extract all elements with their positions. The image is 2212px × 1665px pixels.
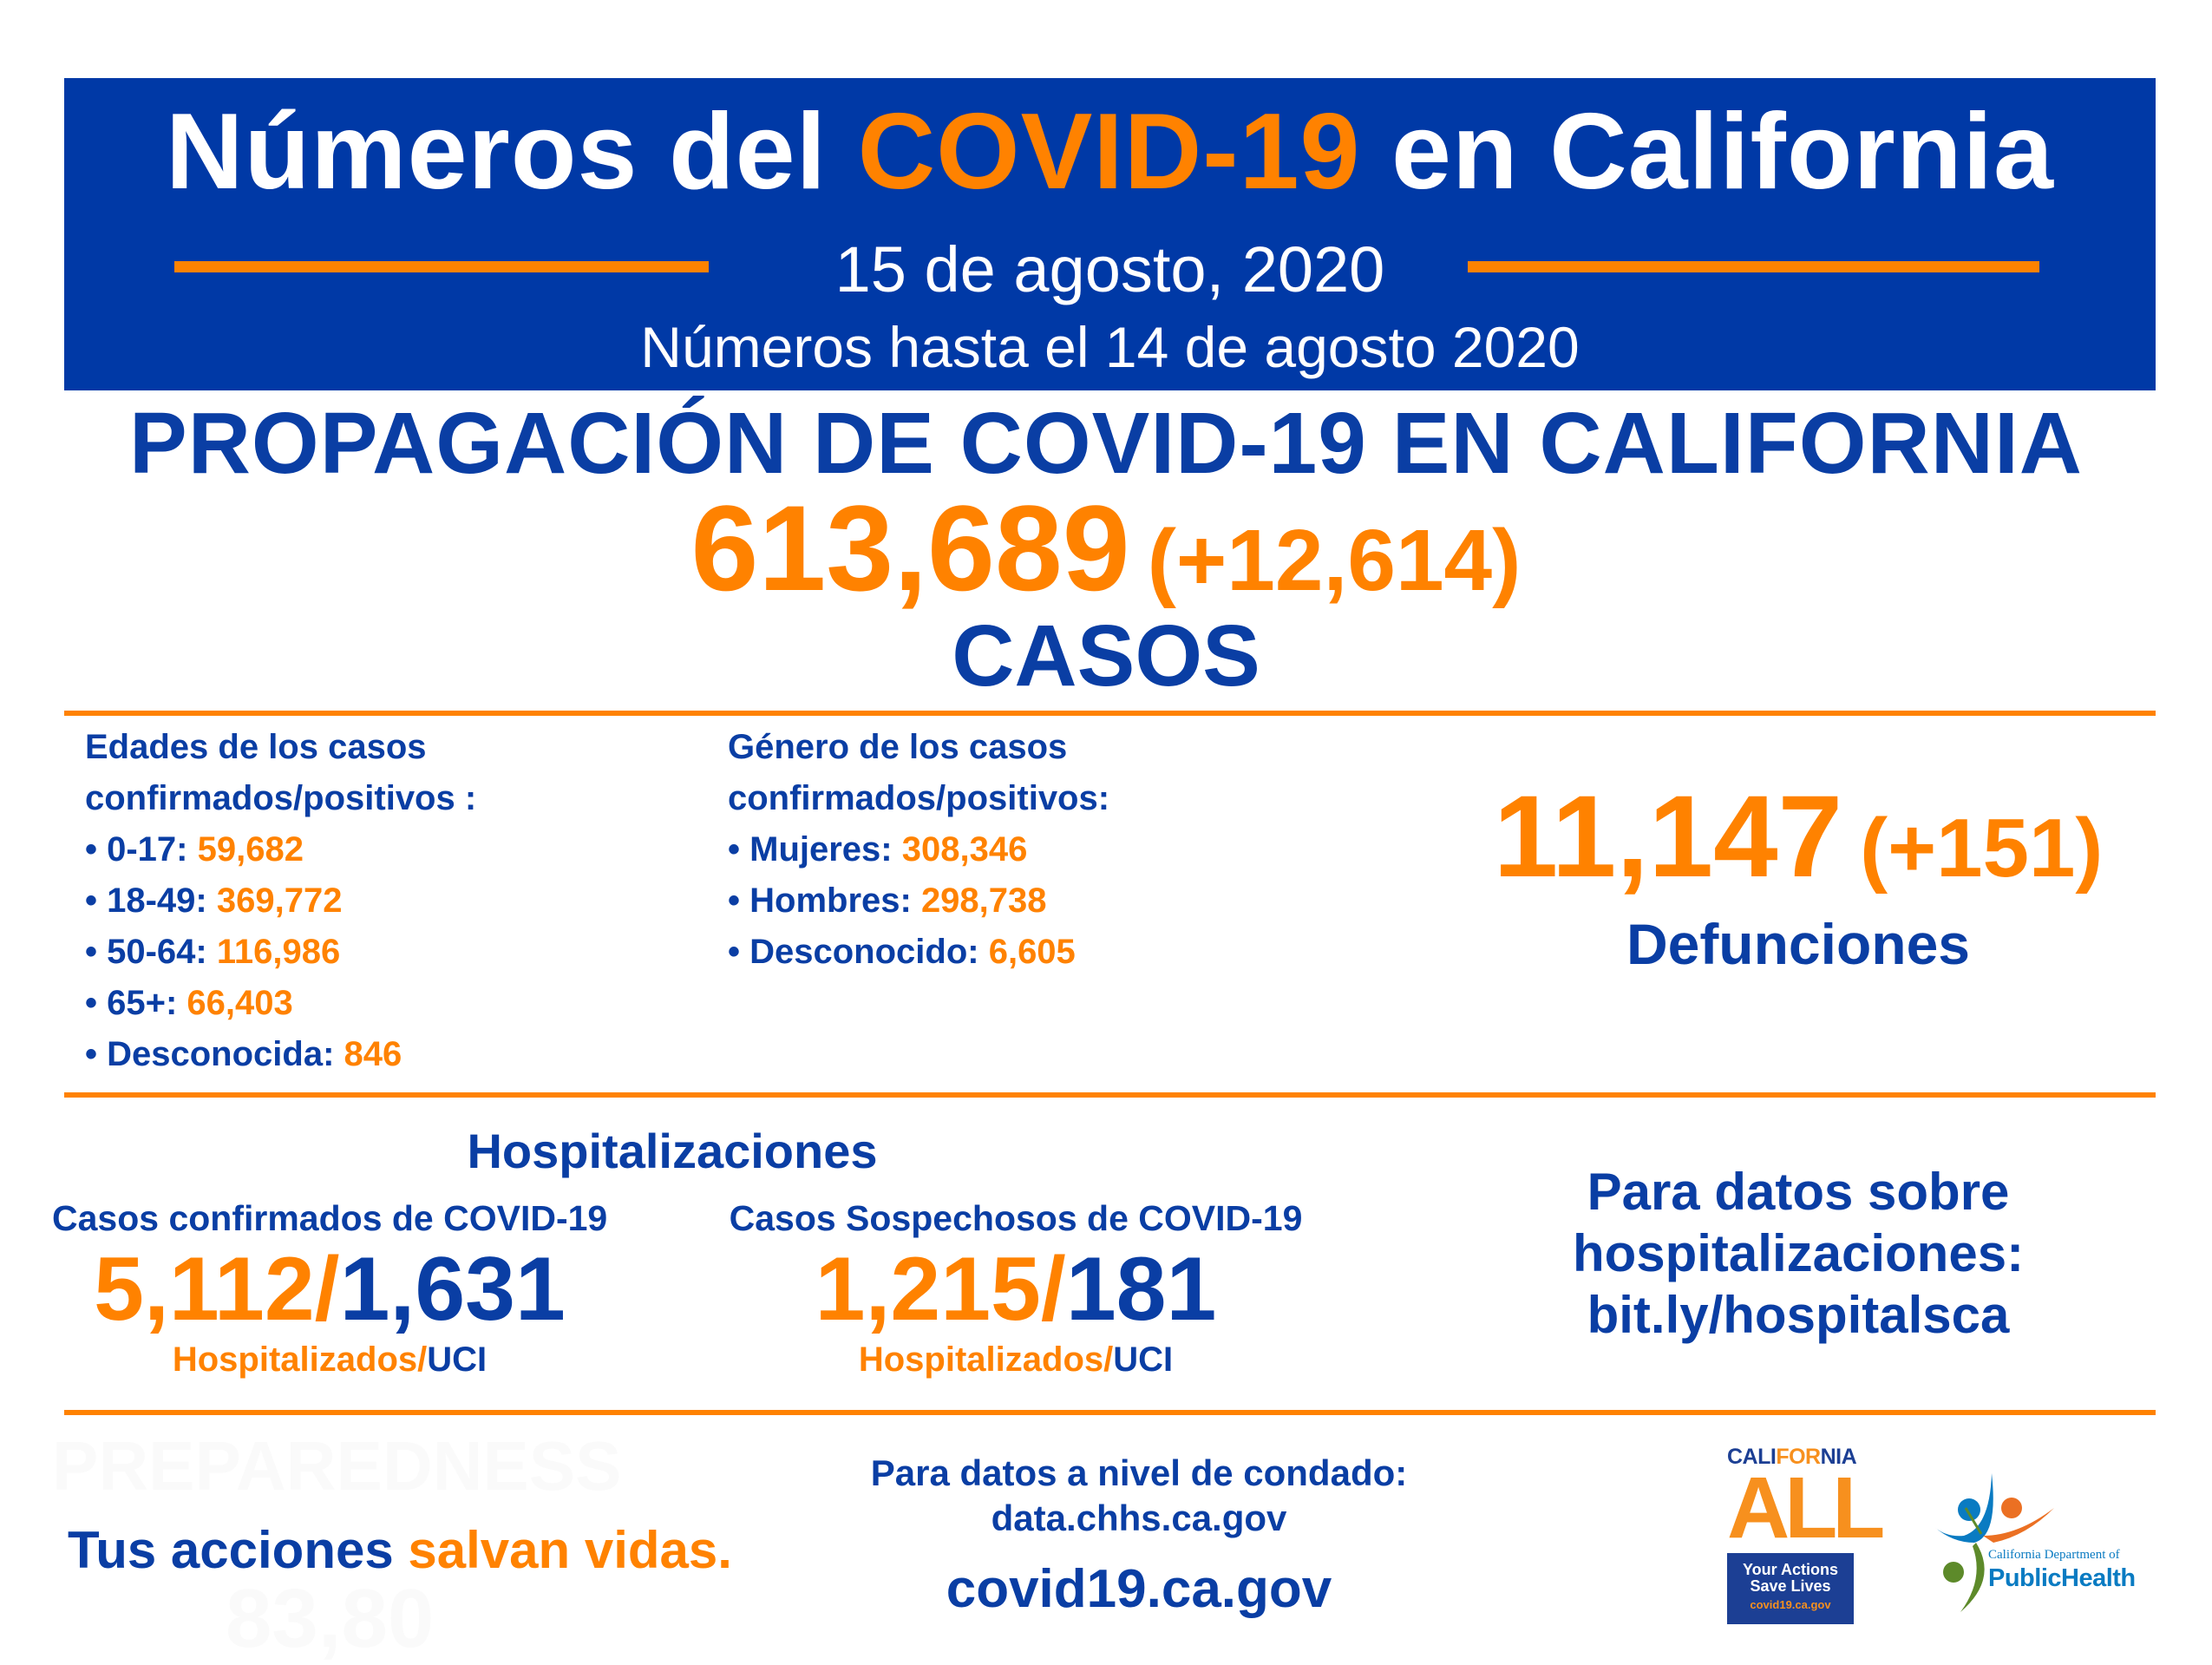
deaths-label: Defunciones	[1626, 912, 1971, 976]
section-rule	[64, 711, 2156, 716]
suspected-hospital-block: Casos Sospechosos de COVID-19 1,215/181 …	[720, 1197, 1312, 1380]
total-cases: 613,689 (+12,614)	[0, 488, 2212, 610]
suspected-label: Casos Sospechosos de COVID-19	[729, 1198, 1303, 1238]
link-text: hospitalizaciones:	[1572, 1224, 2025, 1282]
list-item: • Hombres: 298,738	[728, 882, 1047, 920]
list-item: • 18-49: 369,772	[85, 882, 343, 920]
suspected-units: Hospitalizados/UCI	[858, 1341, 1174, 1379]
cdph-figures-icon	[1934, 1473, 2054, 1612]
hospitalizations-title: Hospitalizaciones	[467, 1124, 878, 1178]
section-rule	[64, 1092, 2156, 1098]
hospital-data-link: Para datos sobre hospitalizaciones: bit.…	[1475, 1161, 2122, 1346]
background-watermark: 83,80	[226, 1572, 435, 1665]
data-as-of: Números hasta el 14 de agosto 2020	[640, 315, 1580, 379]
gender-title: Género de los casos	[728, 728, 1068, 766]
divider-right	[1468, 261, 2039, 272]
suspected-values: 1,215/181	[815, 1239, 1217, 1340]
ages-title: confirmados/positivos :	[85, 779, 477, 817]
hospitals-url-link[interactable]: bit.ly/hospitalsca	[1587, 1286, 2010, 1344]
section-rule	[64, 1410, 2156, 1415]
gender-title: confirmados/positivos:	[728, 779, 1110, 817]
confirmed-label: Casos confirmados de COVID-19	[52, 1198, 608, 1238]
cdph-logo: California Department of PublicHealth	[1931, 1449, 2156, 1622]
county-url-link[interactable]: data.chhs.ca.gov	[991, 1498, 1287, 1538]
confirmed-hospital-block: Casos confirmados de COVID-19 5,112/1,63…	[52, 1197, 607, 1380]
header-banner	[64, 78, 2156, 390]
deaths-count: 11,147 (+151)	[1493, 772, 2104, 901]
list-item: • 50-64: 116,986	[85, 933, 341, 971]
cases-label: CASOS	[952, 607, 1260, 705]
report-date: 15 de agosto, 2020	[834, 233, 1385, 305]
list-item: • 65+: 66,403	[85, 984, 293, 1022]
background-watermark: PREPAREDNESS	[52, 1427, 622, 1504]
county-data: Para datos a nivel de condado: data.chhs…	[781, 1451, 1497, 1541]
list-item: • 0-17: 59,682	[85, 830, 304, 869]
list-item: • Mujeres: 308,346	[728, 830, 1028, 869]
link-text: Para datos sobre	[1587, 1163, 2010, 1221]
california-all-logo: CALIFORNIA ALL Your Actions Save Lives c…	[1727, 1445, 1885, 1624]
confirmed-values: 5,112/1,631	[94, 1239, 566, 1340]
spread-heading: PROPAGACIÓN DE COVID-19 EN CALIFORNIA	[129, 395, 2083, 492]
list-item: • Desconocido: 6,605	[728, 933, 1076, 971]
page-title: Números del COVID-19 en California	[166, 92, 2054, 212]
ages-section: Edades de los casos confirmados/positivo…	[85, 722, 476, 1080]
slogan: Tus acciones salvan vidas.	[68, 1521, 732, 1579]
county-label: Para datos a nivel de condado:	[870, 1452, 1408, 1493]
gender-section: Género de los casos confirmados/positivo…	[728, 722, 1109, 978]
list-item: • Desconocida: 846	[85, 1035, 402, 1073]
divider-left	[174, 261, 709, 272]
covid-site-link[interactable]: covid19.ca.gov	[946, 1559, 1332, 1619]
cases-count: 613,689	[690, 480, 1130, 616]
cases-change: (+12,614)	[1147, 512, 1522, 609]
ages-title: Edades de los casos	[85, 728, 427, 766]
confirmed-units: Hospitalizados/UCI	[172, 1341, 488, 1379]
